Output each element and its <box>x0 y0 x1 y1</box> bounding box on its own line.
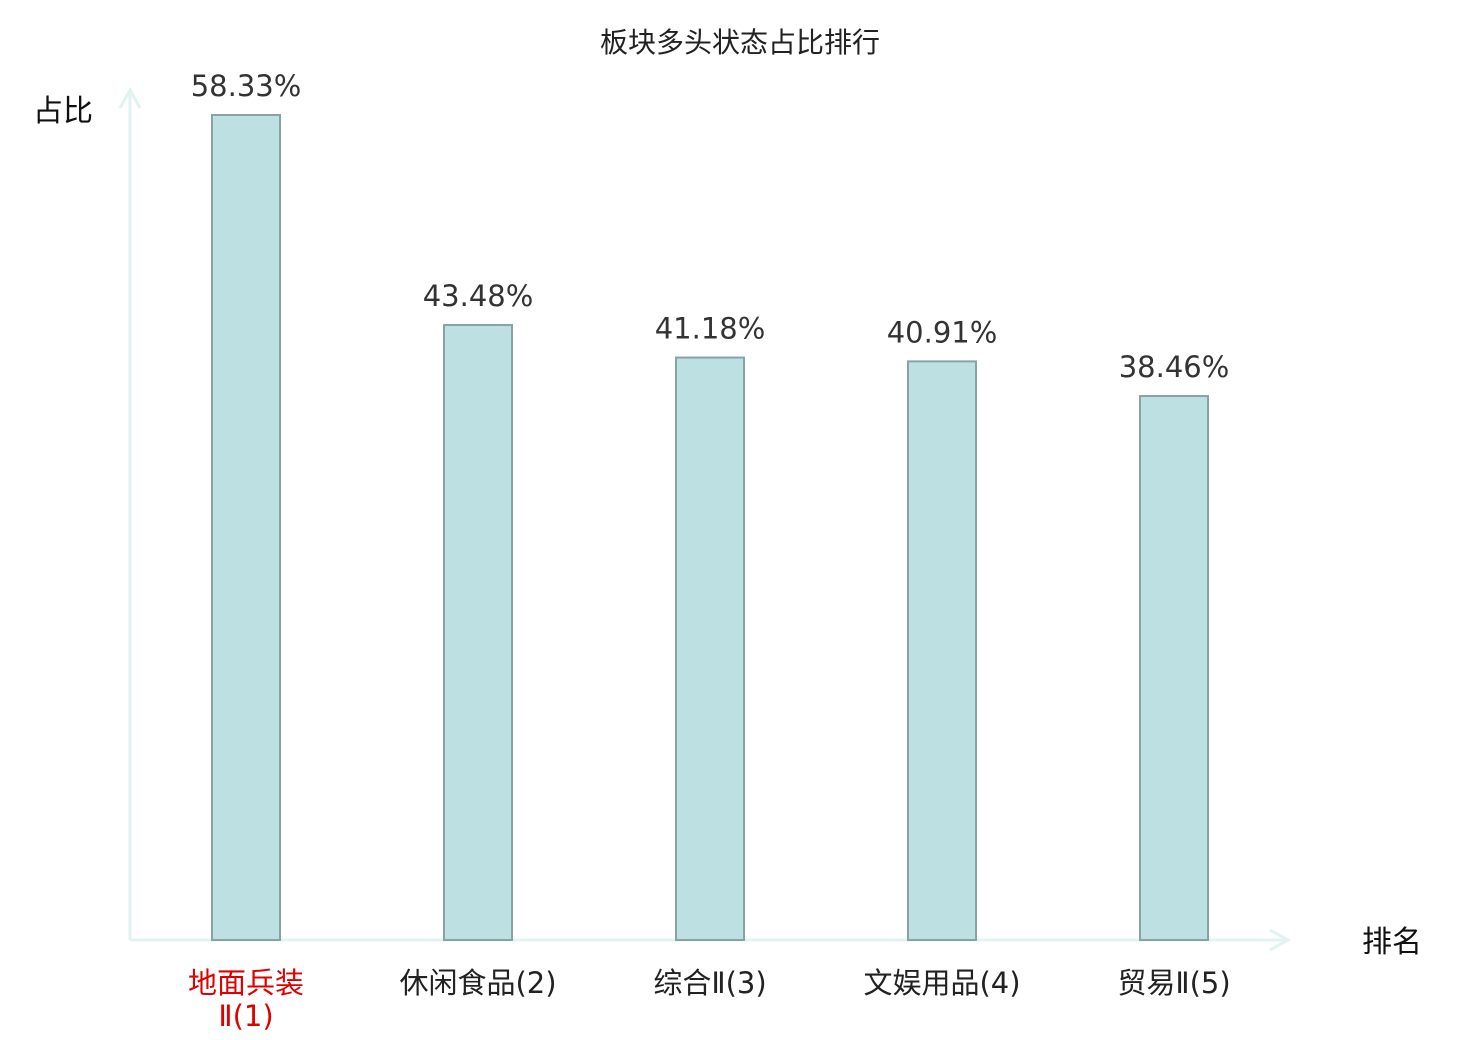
category-label-line: 休闲食品(2) <box>399 966 556 1000</box>
category-label-line: 综合Ⅱ(3) <box>653 966 766 1000</box>
bar-5 <box>1139 395 1209 942</box>
chart-title: 板块多头状态占比排行 <box>600 26 880 59</box>
category-label-4: 文娱用品(4) <box>863 966 1020 1000</box>
category-label-line: Ⅱ(1) <box>218 999 273 1033</box>
bar-2 <box>443 324 513 941</box>
category-labels: 地面兵装 Ⅱ(1) 休闲食品(2) 综合Ⅱ(3) 文娱用品(4) 贸易Ⅱ(5) <box>188 966 1231 1033</box>
category-label-2: 休闲食品(2) <box>399 966 556 1000</box>
y-axis-arrow <box>118 86 142 109</box>
bar-3 <box>675 356 745 942</box>
category-label-1: 地面兵装 Ⅱ(1) <box>188 966 304 1033</box>
category-label-line: 文娱用品(4) <box>863 966 1020 1000</box>
value-label-2: 43.48% <box>423 279 534 313</box>
category-label-3: 综合Ⅱ(3) <box>653 966 766 1000</box>
value-label-3: 41.18% <box>655 312 766 346</box>
category-label-line: 贸易Ⅱ(5) <box>1117 966 1230 1000</box>
x-axis-label: 排名 <box>1362 925 1422 960</box>
bar-1 <box>211 114 281 941</box>
value-label-5: 38.46% <box>1119 350 1230 384</box>
bar-4 <box>907 360 977 942</box>
x-axis-arrow <box>1269 928 1292 952</box>
bars <box>211 114 1209 942</box>
value-label-1: 58.33% <box>191 69 302 103</box>
value-label-4: 40.91% <box>887 315 998 349</box>
category-label-5: 贸易Ⅱ(5) <box>1117 966 1230 1000</box>
value-labels: 58.33% 43.48% 41.18% 40.91% 38.46% <box>191 69 1230 384</box>
y-axis-label: 占比 <box>33 94 93 129</box>
category-label-line: 地面兵装 <box>188 966 304 1000</box>
